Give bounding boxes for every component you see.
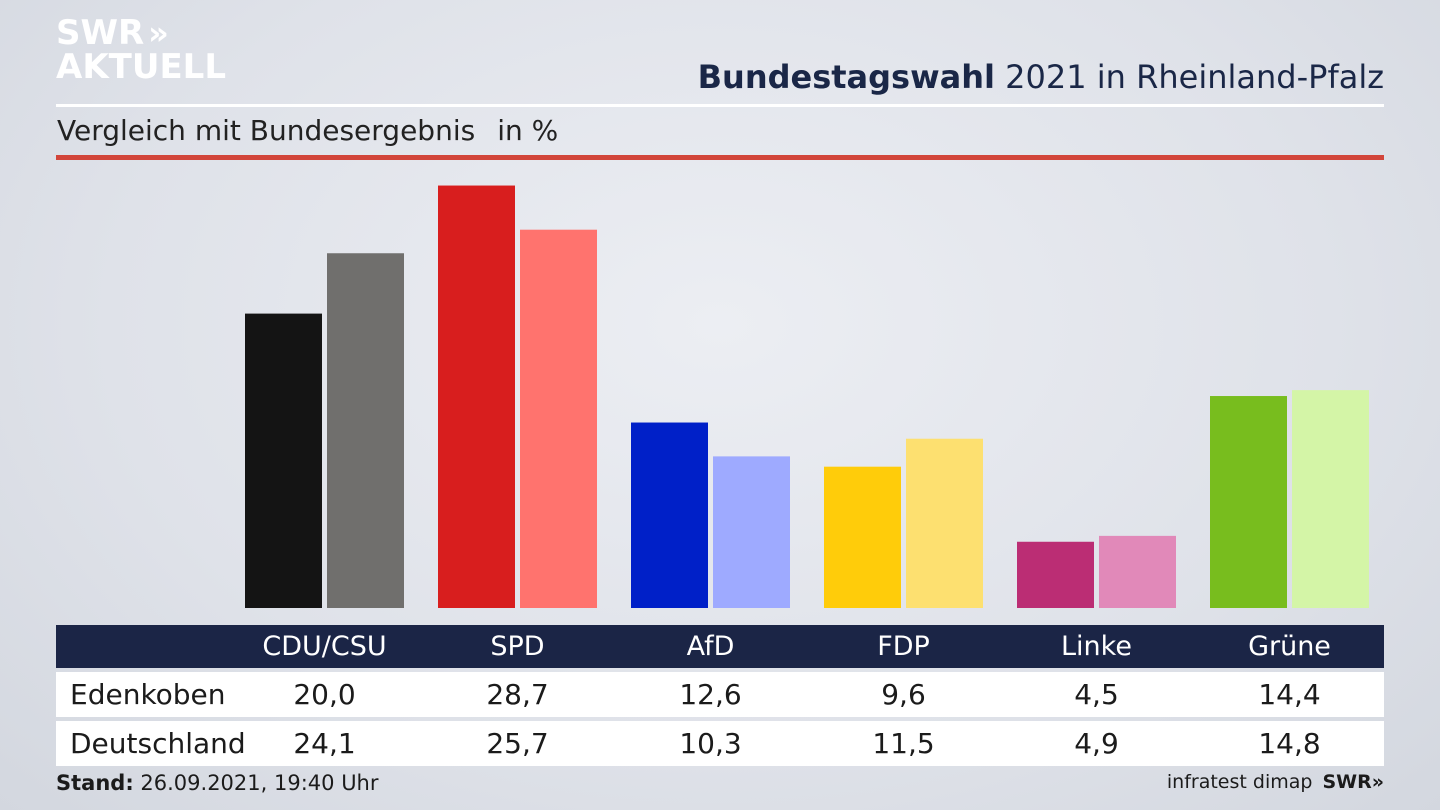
bar-spd-edenkoben <box>438 185 515 608</box>
column-header-spd: SPD <box>490 631 545 662</box>
stand-label: Stand: <box>56 771 134 795</box>
title-divider <box>56 104 1384 107</box>
column-header-linke: Linke <box>1061 631 1132 662</box>
title-rest: 2021 in Rheinland-Pfalz <box>995 58 1384 96</box>
bar-linke-deutschland <box>1099 535 1176 608</box>
value-cell-spd: 25,7 <box>486 727 549 760</box>
value-cell-fdp: 11,5 <box>872 727 935 760</box>
value-cell-gr-ne: 14,8 <box>1258 727 1321 760</box>
bar-gr-ne-edenkoben <box>1210 396 1287 608</box>
timestamp: Stand: 26.09.2021, 19:40 Uhr <box>56 771 379 795</box>
value-cell-gr-ne: 14,4 <box>1258 678 1321 711</box>
unit-label: in % <box>497 114 559 147</box>
source-credit: infratest dimap SWR» <box>1167 771 1384 793</box>
column-header-afd: AfD <box>686 631 735 662</box>
value-cell-afd: 10,3 <box>679 727 742 760</box>
value-cell-spd: 28,7 <box>486 678 549 711</box>
stand-value: 26.09.2021, 19:40 Uhr <box>140 771 379 795</box>
bar-cdu-csu-deutschland <box>327 253 404 609</box>
table-row-deutschland: Deutschland 24,1 25,7 10,3 11,5 4,9 14,8 <box>56 721 1384 766</box>
subtitle-text: Vergleich mit Bundesergebnis <box>57 114 476 147</box>
bar-cdu-csu-edenkoben <box>245 313 322 608</box>
page-title: Bundestagswahl 2021 in Rheinland-Pfalz <box>698 58 1384 96</box>
bar-afd-deutschland <box>713 456 790 608</box>
logo-aktuell-text: AKTUELL <box>56 47 227 87</box>
source-text: infratest dimap <box>1166 771 1313 793</box>
subtitle-divider <box>56 155 1384 160</box>
bar-afd-edenkoben <box>631 422 708 608</box>
bar-gr-ne-deutschland <box>1292 390 1369 608</box>
logo-swr-text: SWR <box>56 13 145 53</box>
table-row-edenkoben: Edenkoben 20,0 28,7 12,6 9,6 4,5 14,4 <box>56 672 1384 717</box>
value-cell-linke: 4,9 <box>1074 727 1119 760</box>
value-cell-fdp: 9,6 <box>881 678 926 711</box>
value-cell-cdu-csu: 24,1 <box>293 727 356 760</box>
value-cell-afd: 12,6 <box>679 678 742 711</box>
bar-fdp-deutschland <box>906 438 983 608</box>
swr-aktuell-logo: SWR» AKTUELL <box>56 16 226 84</box>
bar-fdp-edenkoben <box>824 466 901 608</box>
bar-spd-deutschland <box>520 229 597 609</box>
column-header-cdu-csu: CDU/CSU <box>262 631 387 662</box>
row-label: Edenkoben <box>70 678 226 711</box>
bar-chart <box>245 185 1369 609</box>
column-header-fdp: FDP <box>877 631 930 662</box>
title-bold: Bundestagswahl <box>697 58 995 96</box>
column-header-gr-ne: Grüne <box>1248 631 1331 662</box>
footer-swr-logo: SWR» <box>1322 771 1384 793</box>
value-cell-cdu-csu: 20,0 <box>293 678 356 711</box>
row-label: Deutschland <box>70 727 246 760</box>
results-table: CDU/CSU SPD AfD FDP Linke Grüne Edenkoben 20,… <box>56 625 1384 766</box>
bar-linke-edenkoben <box>1017 541 1094 608</box>
table-header-row: CDU/CSU SPD AfD FDP Linke Grüne <box>56 625 1384 668</box>
chart-subtitle: Vergleich mit Bundesergebnis in % <box>57 114 558 147</box>
value-cell-linke: 4,5 <box>1074 678 1119 711</box>
